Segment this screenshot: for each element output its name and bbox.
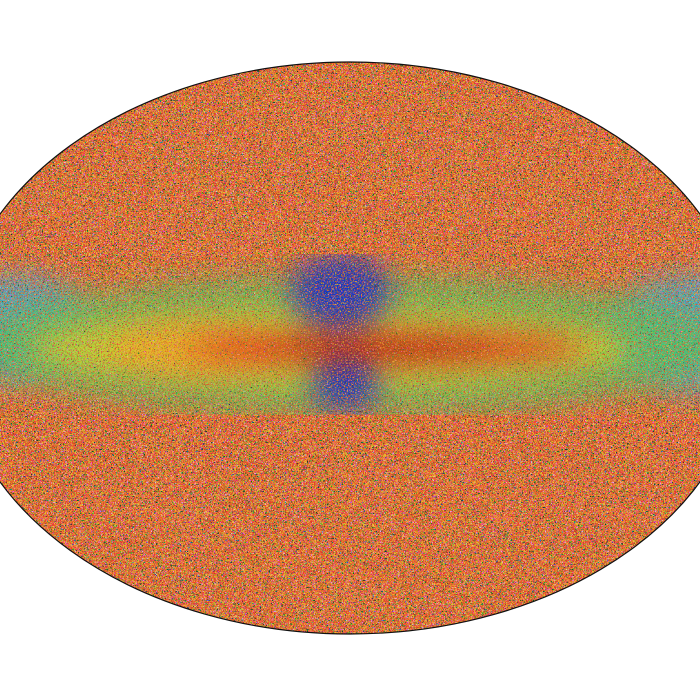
galactic-plane: [0, 254, 700, 415]
sky-outline: [0, 61, 700, 635]
